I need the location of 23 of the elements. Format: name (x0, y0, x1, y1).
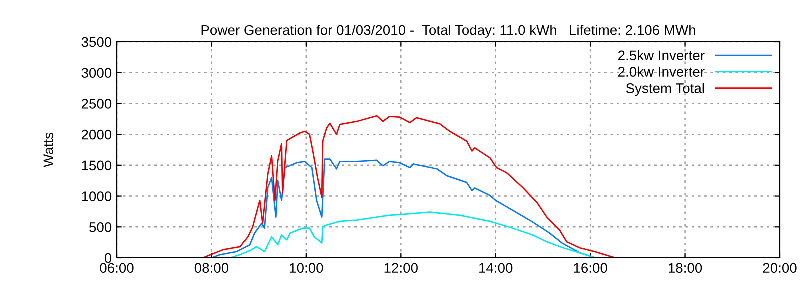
line-series (230, 212, 596, 258)
x-tick-label: 06:00 (100, 263, 134, 274)
y-tick-label: 1000 (82, 192, 112, 202)
x-tick-label: 14:00 (480, 263, 513, 274)
y-tick-label: 2500 (82, 99, 112, 109)
legend-label: 2.0kw Inverter (618, 66, 705, 77)
legend-label: System Total (626, 83, 704, 96)
x-tick-label: 12:00 (384, 263, 418, 274)
y-tick-label: 1500 (82, 160, 112, 171)
x-tick-label: 20:00 (763, 263, 797, 274)
line-series (202, 115, 616, 258)
y-tick-label: 0 (104, 253, 112, 264)
y-tick-label: 3500 (82, 37, 112, 48)
y-tick-label: 500 (90, 222, 112, 232)
x-tick-label: 08:00 (194, 263, 229, 274)
x-tick-label: 18:00 (668, 263, 702, 274)
x-tick-label: 10:00 (290, 263, 324, 274)
y-tick-label: 3000 (82, 68, 112, 78)
legend-label: 2.5kw Inverter (618, 50, 705, 61)
x-tick-label: 16:00 (574, 263, 608, 274)
y-axis-title: Watts (44, 133, 54, 168)
y-tick-label: 2000 (82, 130, 112, 140)
chart-title: Power Generation for 01/03/2010 - Total Today: 11.0 kWh Lifetime: 2.106 MWh (202, 24, 696, 38)
